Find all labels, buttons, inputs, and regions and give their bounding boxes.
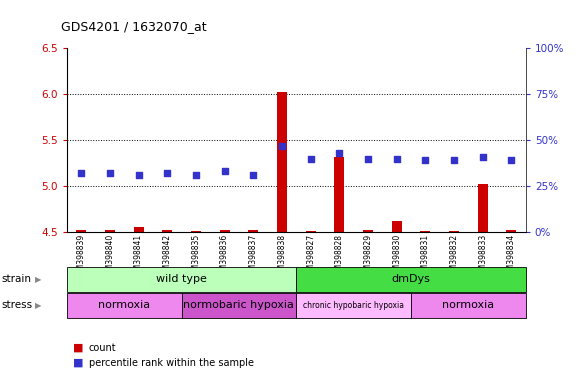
- Point: [249, 172, 258, 178]
- Bar: [334, 157, 345, 232]
- Point: [191, 172, 200, 178]
- Text: strain: strain: [1, 274, 31, 285]
- Point: [163, 170, 172, 176]
- Point: [507, 157, 516, 164]
- Text: ▶: ▶: [34, 301, 41, 310]
- Text: ■: ■: [73, 343, 83, 353]
- Bar: [220, 230, 229, 232]
- Bar: [478, 184, 488, 232]
- Text: GDS4201 / 1632070_at: GDS4201 / 1632070_at: [61, 20, 207, 33]
- Text: wild type: wild type: [156, 274, 207, 285]
- Point: [220, 169, 229, 175]
- Point: [421, 157, 430, 164]
- Text: count: count: [89, 343, 117, 353]
- Bar: [392, 221, 401, 232]
- Point: [277, 142, 286, 149]
- Point: [363, 156, 372, 162]
- Text: normoxia: normoxia: [98, 300, 150, 311]
- Bar: [507, 230, 517, 232]
- Bar: [162, 230, 172, 232]
- Text: ▶: ▶: [34, 275, 41, 284]
- Text: dmDys: dmDys: [392, 274, 431, 285]
- Point: [450, 157, 459, 164]
- Text: stress: stress: [1, 300, 33, 311]
- Point: [134, 172, 143, 178]
- Point: [77, 170, 86, 176]
- Point: [478, 154, 487, 160]
- Point: [306, 156, 315, 162]
- Text: percentile rank within the sample: percentile rank within the sample: [89, 358, 254, 368]
- Bar: [363, 230, 373, 232]
- Text: ■: ■: [73, 358, 83, 368]
- Point: [335, 150, 344, 156]
- Bar: [134, 227, 144, 232]
- Text: normoxia: normoxia: [442, 300, 494, 311]
- Text: normobaric hypoxia: normobaric hypoxia: [184, 300, 295, 311]
- Text: chronic hypobaric hypoxia: chronic hypobaric hypoxia: [303, 301, 404, 310]
- Bar: [105, 230, 115, 232]
- Bar: [248, 230, 259, 232]
- Point: [105, 170, 114, 176]
- Bar: [76, 230, 86, 232]
- Bar: [277, 92, 287, 232]
- Point: [392, 156, 401, 162]
